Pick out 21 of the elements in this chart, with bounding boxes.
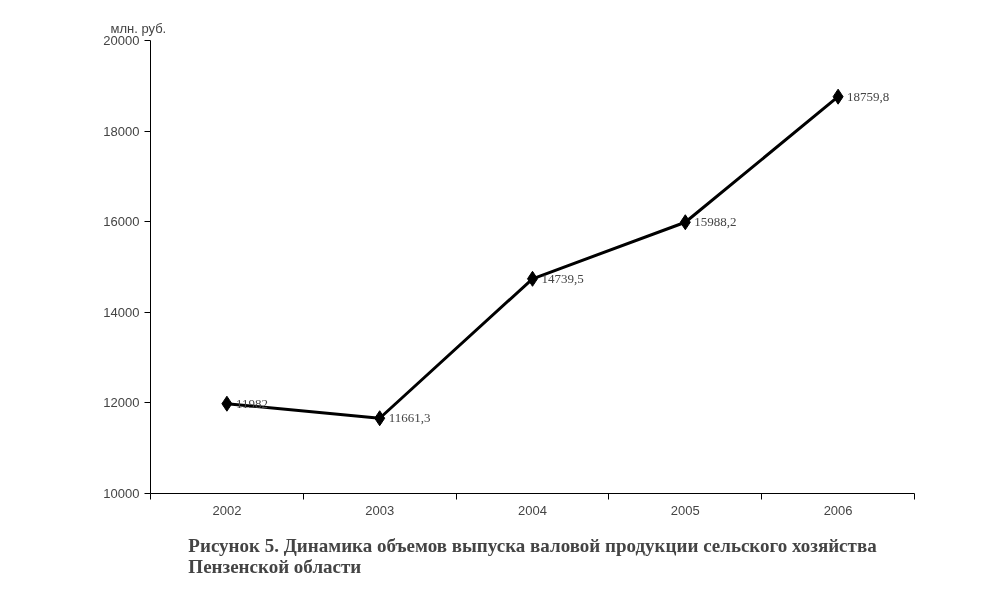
point <box>679 214 691 231</box>
text: Рисунок 5. Динамика объемов выпуска валовой продукции сельского хозяйства Пензенской области <box>188 534 878 577</box>
x-tick-label: 2006 <box>823 502 853 518</box>
data-label: 11661,3 <box>388 410 431 426</box>
data-label: 15988,2 <box>694 214 737 230</box>
x-tick-label: 2005 <box>670 502 700 518</box>
x-tick-label: 2002 <box>212 502 242 518</box>
point <box>374 410 386 427</box>
point <box>832 88 844 105</box>
y-tick-label: 16000 <box>103 214 140 230</box>
y-axis-title: млн. руб. <box>110 20 167 36</box>
y-tick-label: 18000 <box>103 123 140 139</box>
data-label: 14739,5 <box>541 270 584 286</box>
y-tick-label: 10000 <box>103 486 140 501</box>
y-tick-label: 12000 <box>103 395 140 411</box>
x-tick-label: 2003 <box>365 502 395 518</box>
x-tick-label: 2004 <box>518 502 547 518</box>
point <box>221 395 233 412</box>
y-tick-label: 20000 <box>103 33 140 48</box>
y-tick-label: 14000 <box>103 304 140 320</box>
data-label: 18759,8 <box>847 88 890 104</box>
